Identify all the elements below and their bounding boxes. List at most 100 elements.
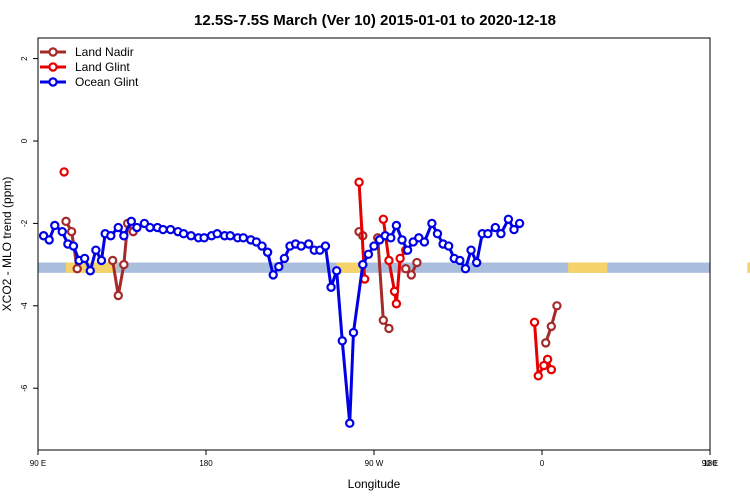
data-point	[279, 253, 290, 264]
data-point	[460, 264, 471, 274]
data-point	[91, 245, 101, 255]
y-tick-label: -6	[20, 384, 29, 392]
x-tick-label: 90 W	[365, 459, 384, 468]
data-point	[79, 253, 90, 264]
y-tick-label: 2	[20, 56, 29, 61]
y-tick-label: -4	[20, 302, 29, 310]
data-point	[552, 301, 562, 311]
series-land-glint	[59, 167, 557, 381]
land-band-segment	[747, 262, 750, 273]
land-band-segment	[336, 262, 365, 273]
data-point	[199, 233, 209, 243]
data-point	[57, 226, 67, 237]
data-point	[96, 255, 107, 266]
legend-label: Land Nadir	[75, 45, 134, 59]
data-point	[106, 231, 116, 241]
data-point	[533, 371, 543, 381]
chart-title: 12.5S-7.5S March (Ver 10) 2015-01-01 to …	[194, 12, 556, 29]
data-point	[395, 253, 405, 264]
data-point	[378, 214, 389, 224]
data-point	[66, 226, 77, 237]
data-point	[296, 241, 306, 251]
data-point	[427, 218, 437, 229]
data-point	[514, 218, 525, 229]
data-point	[363, 249, 374, 259]
y-tick-label: -2	[20, 219, 29, 227]
x-tick-label: 180	[199, 459, 213, 468]
data-point	[391, 299, 402, 309]
data-point	[61, 216, 71, 227]
data-point	[212, 228, 222, 239]
data-point	[541, 338, 551, 348]
data-point	[509, 224, 519, 235]
data-point	[358, 259, 368, 270]
data-point	[262, 247, 273, 257]
legend-label: Land Glint	[75, 60, 130, 74]
data-point	[107, 255, 118, 266]
land-band-segment	[568, 262, 608, 273]
legend-label: Ocean Glint	[75, 75, 139, 89]
data-point	[186, 231, 196, 241]
data-point	[345, 418, 355, 428]
data-point	[225, 231, 235, 241]
data-point	[50, 220, 60, 231]
data-point	[119, 259, 129, 270]
data-point	[268, 270, 278, 280]
data-point	[386, 233, 396, 243]
data-point	[320, 241, 331, 251]
data-point	[529, 317, 540, 327]
data-point	[113, 222, 123, 233]
data-point	[432, 228, 443, 239]
data-point	[326, 282, 336, 292]
x-tick-label: 90 E	[702, 459, 718, 468]
data-point	[546, 321, 557, 332]
data-point	[257, 241, 267, 251]
data-point	[303, 239, 314, 249]
data-point	[369, 241, 379, 251]
data-band	[38, 262, 750, 273]
ocean-band	[38, 262, 710, 273]
data-point	[59, 167, 69, 177]
series-land-nadir	[61, 216, 562, 348]
data-point	[165, 224, 176, 235]
y-axis-label: XCO2 - MLO trend (ppm)	[0, 177, 14, 312]
data-point	[348, 327, 359, 338]
data-point	[397, 235, 407, 245]
data-point	[337, 336, 347, 346]
legend-item: Land Nadir	[40, 45, 134, 59]
data-point	[443, 241, 454, 251]
data-point	[402, 245, 413, 255]
data-point	[44, 235, 54, 245]
legend-swatch-marker	[48, 62, 58, 72]
data-point	[238, 233, 249, 243]
series-ocean-glint	[38, 214, 525, 428]
data-point	[113, 290, 123, 301]
data-point	[406, 270, 417, 280]
x-tick-label: 90 E	[30, 459, 46, 468]
data-point	[542, 354, 553, 365]
data-point	[331, 266, 342, 276]
data-point	[72, 264, 82, 274]
data-point	[384, 323, 394, 334]
data-point	[68, 241, 79, 251]
data-point	[546, 364, 557, 375]
data-point	[419, 237, 430, 247]
data-point	[354, 177, 364, 187]
data-point	[378, 315, 389, 325]
data-point	[401, 264, 411, 274]
data-point	[389, 286, 400, 297]
legend-item: Ocean Glint	[40, 75, 139, 89]
legend-swatch-marker	[48, 47, 58, 57]
data-point	[471, 257, 482, 268]
data-point	[119, 231, 129, 241]
data-point	[391, 220, 402, 231]
x-axis-label: Longitude	[348, 477, 401, 491]
data-point	[85, 266, 95, 276]
data-point	[384, 255, 394, 266]
data-point	[178, 228, 189, 239]
data-point	[274, 261, 284, 272]
data-point	[412, 257, 422, 268]
